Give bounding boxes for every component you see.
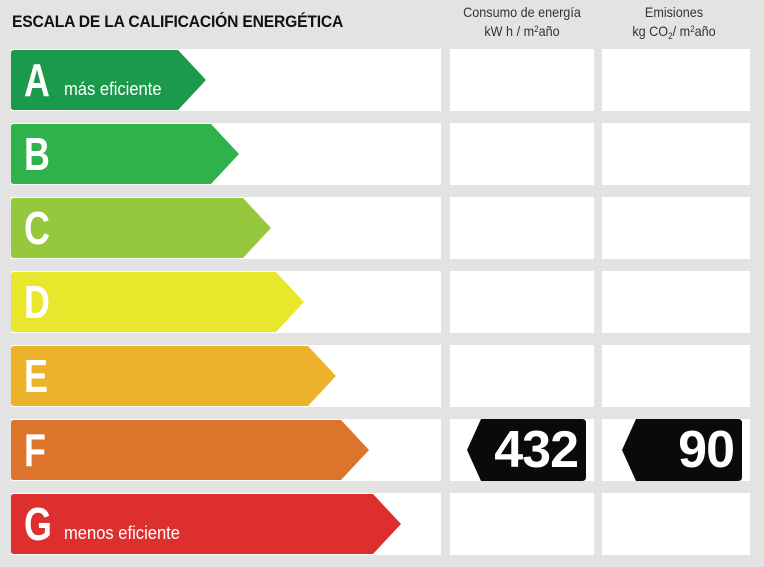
rating-arrow-shape <box>11 198 271 258</box>
consumo-column-header: Consumo de energía kW h / m2año <box>455 3 590 41</box>
rating-arrow-shape <box>11 272 304 332</box>
consumo-cell <box>450 271 594 333</box>
rating-arrow-shape <box>11 124 239 184</box>
rating-label: más eficiente <box>64 78 162 99</box>
rating-arrow-shape <box>11 494 401 554</box>
rating-letter: B <box>24 128 50 180</box>
rating-row-f: F 432 90 <box>0 419 764 481</box>
rating-arrow-e: E <box>11 346 336 406</box>
rating-row-d: D <box>0 271 764 333</box>
rating-arrow-b: B <box>11 124 239 184</box>
rating-arrow-c: C <box>11 198 271 258</box>
page-title: ESCALA DE LA CALIFICACIÓN ENERGÉTICA <box>12 12 344 31</box>
consumo-cell <box>450 345 594 407</box>
consumo-rating-badge: 432 <box>467 419 586 481</box>
emisiones-cell <box>602 197 750 259</box>
rating-arrow-f: F <box>11 420 369 480</box>
rating-letter: A <box>24 54 50 106</box>
consumo-cell <box>450 49 594 111</box>
consumo-cell <box>450 493 594 555</box>
emisiones-cell <box>602 493 750 555</box>
emisiones-header-line1: Emisiones <box>644 4 704 20</box>
emisiones-cell <box>602 123 750 185</box>
emisiones-cell <box>602 271 750 333</box>
consumo-header-line1: Consumo de energía <box>463 4 581 20</box>
rating-row-b: B <box>0 123 764 185</box>
emisiones-rating-badge: 90 <box>622 419 742 481</box>
rating-arrow-shape <box>11 346 336 406</box>
rating-row-e: E <box>0 345 764 407</box>
badge-shape <box>467 419 586 481</box>
badge-shape <box>622 419 742 481</box>
consumo-cell <box>450 197 594 259</box>
rating-row-c: C <box>0 197 764 259</box>
emisiones-column-header: Emisiones kg CO2/ m2año <box>607 3 742 41</box>
rating-label: menos eficiente <box>64 522 180 543</box>
rating-letter: G <box>24 498 52 550</box>
rating-arrow-shape <box>11 420 369 480</box>
emisiones-cell <box>602 49 750 111</box>
rating-arrow-d: D <box>11 272 304 332</box>
rating-arrow-shape <box>11 50 206 110</box>
emisiones-cell <box>602 345 750 407</box>
badge-value: 432 <box>494 421 579 479</box>
consumo-cell <box>450 123 594 185</box>
badge-value: 90 <box>678 421 735 479</box>
consumo-header-unit: kW h / m2año <box>484 23 560 39</box>
emisiones-header-unit: kg CO2/ m2año <box>632 23 716 41</box>
rating-letter: C <box>24 202 50 254</box>
rating-letter: E <box>24 350 48 402</box>
rating-letter: D <box>24 276 50 328</box>
rating-letter: F <box>24 424 46 476</box>
